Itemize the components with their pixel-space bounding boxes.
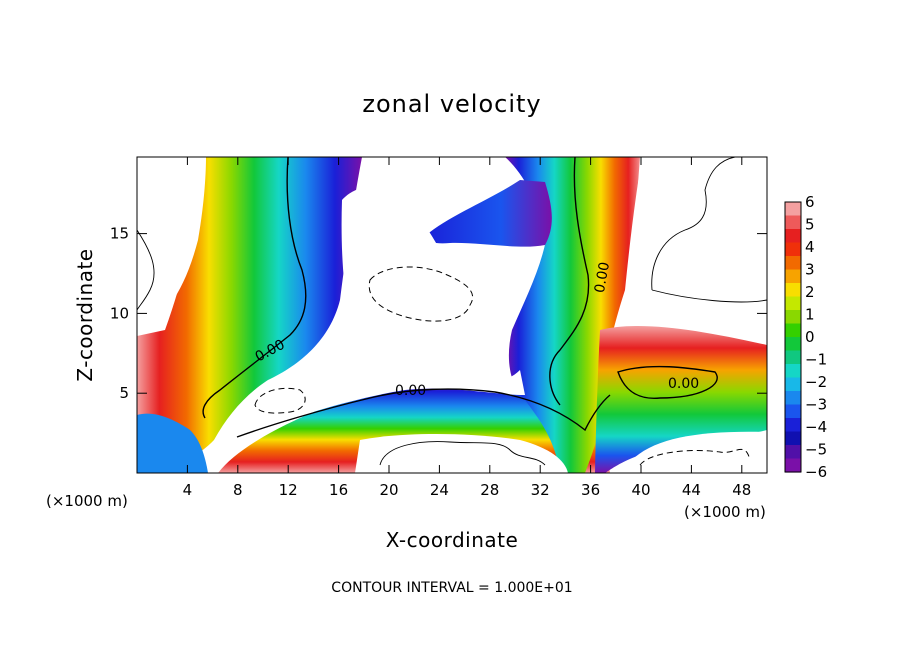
contour-zero-right — [549, 157, 590, 406]
colorbar-swatch — [785, 323, 801, 338]
x-tick-label: 44 — [682, 481, 701, 499]
contour-label-jet: 0.00 — [395, 383, 426, 399]
x-tick-label: 40 — [631, 481, 650, 499]
colorbar-swatch — [785, 377, 801, 392]
contour-zero-jet — [236, 388, 611, 438]
contour-interval-footer: CONTOUR INTERVAL = 1.000E+01 — [331, 580, 572, 596]
x-tick-label: 16 — [329, 481, 348, 499]
field-right-column — [505, 157, 642, 473]
x-tick-label: 32 — [531, 481, 550, 499]
colorbar-swatch — [785, 296, 801, 311]
colorbar-swatch — [785, 242, 801, 257]
colorbar-swatch — [785, 215, 801, 230]
y-tick-label: 15 — [110, 225, 129, 243]
colorbar-swatch — [785, 269, 801, 284]
colorbar-swatch — [785, 445, 801, 460]
x-unit-left: (×1000 m) — [46, 492, 128, 510]
colorbar-label: 2 — [805, 283, 815, 301]
colorbar-swatch — [785, 391, 801, 406]
contour-thin-right — [651, 157, 767, 303]
hole-upper — [341, 187, 505, 372]
colorbar-swatch — [785, 418, 801, 433]
colorbar-label: 5 — [805, 216, 815, 234]
colorbar-swatch — [785, 229, 801, 244]
colorbar: 6 5 4 3 2 1 0 −1 −2 −3 −4 −5 −6 — [784, 193, 827, 481]
field-upper-jet — [425, 180, 552, 247]
colorbar-swatch — [785, 404, 801, 419]
contour-neg-upper — [368, 266, 473, 322]
x-tick-label: 4 — [183, 481, 193, 499]
colorbar-swatch — [785, 364, 801, 379]
colorbar-label: 4 — [805, 238, 815, 256]
contour-label-layer: 0.00 — [668, 376, 699, 392]
contour-neg-left — [254, 387, 306, 414]
x-tick-label: 36 — [581, 481, 600, 499]
colorbar-label: 3 — [805, 261, 815, 279]
field-left-column — [137, 157, 362, 473]
colorbar-swatch — [785, 310, 801, 325]
colorbar-label: −4 — [805, 418, 827, 436]
field-lower-left — [137, 413, 208, 473]
plot-frame — [136, 156, 768, 474]
contour-zero-left — [202, 157, 307, 419]
colorbar-label: −6 — [805, 463, 827, 481]
colorbar-swatch — [785, 431, 801, 446]
colorbar-swatch — [785, 337, 801, 352]
colorbar-label: −5 — [805, 441, 827, 459]
x-tick-label: 28 — [480, 481, 499, 499]
y-axis-label: Z-coordinate — [73, 248, 97, 381]
x-axis-label: X-coordinate — [386, 528, 519, 552]
x-tick-label: 48 — [732, 481, 751, 499]
x-tick-label: 24 — [430, 481, 449, 499]
x-axis: 4 8 12 16 20 24 28 32 36 40 44 48 — [183, 157, 751, 499]
y-tick-label: 10 — [110, 304, 129, 322]
colorbar-swatch — [785, 458, 801, 473]
colorbar-label: −1 — [805, 351, 827, 369]
hole-central — [240, 350, 525, 428]
contour-label-right: 0.00 — [592, 261, 613, 294]
colorbar-swatch — [785, 283, 801, 298]
y-tick-label: 5 — [119, 384, 129, 402]
colorbar-frame — [784, 201, 802, 473]
x-tick-label: 8 — [233, 481, 243, 499]
colorbar-label: −2 — [805, 373, 827, 391]
y-axis: 5 10 15 — [110, 225, 767, 402]
hole-bottom — [355, 434, 568, 473]
colorbar-swatch — [785, 350, 801, 365]
contour-zero-layer — [617, 365, 718, 399]
colorbar-swatch — [785, 256, 801, 271]
x-unit-right: (×1000 m) — [684, 503, 766, 521]
contour-thin-bottom — [379, 441, 546, 466]
hole-right-bottom — [622, 431, 767, 473]
hole-left-top — [137, 157, 205, 336]
x-tick-label: 12 — [279, 481, 298, 499]
colorbar-label: 0 — [805, 328, 815, 346]
colorbar-label: 1 — [805, 306, 815, 324]
hole-right-top — [630, 157, 767, 345]
contour-thin-left — [137, 229, 155, 311]
contour-neg-right — [639, 448, 751, 466]
colorbar-label: 6 — [805, 193, 815, 211]
plot-area: 0.00 0.00 0.00 0.00 — [137, 157, 767, 473]
colorbar-swatch — [785, 202, 801, 217]
x-tick-label: 20 — [379, 481, 398, 499]
colorbar-label: −3 — [805, 396, 827, 414]
chart-title: zonal velocity — [362, 90, 541, 118]
